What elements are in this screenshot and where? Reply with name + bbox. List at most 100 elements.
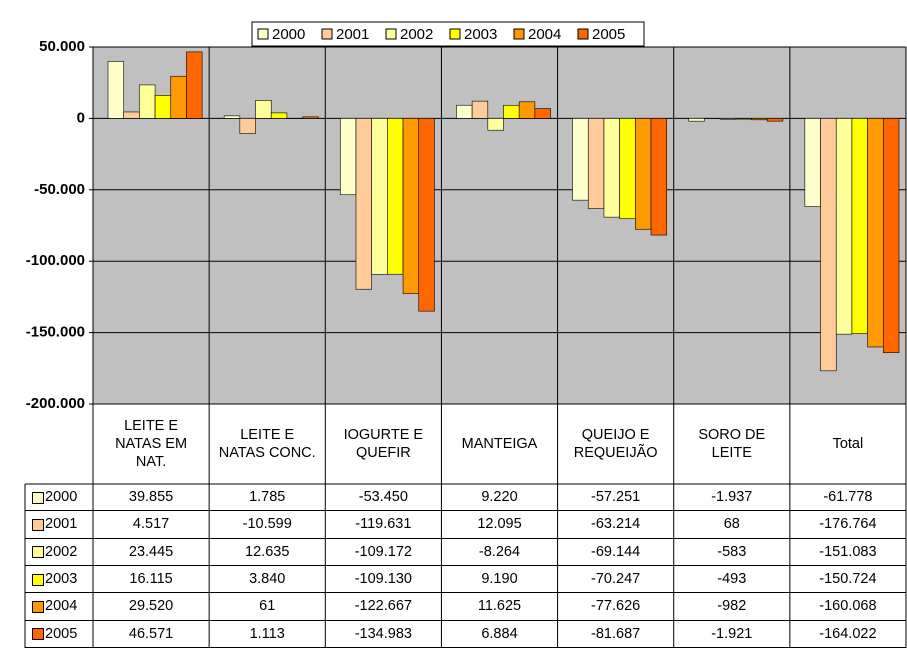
bar [820,118,837,372]
bar [572,118,589,201]
table-value: 39.855 [93,484,210,512]
bar [139,84,156,119]
table-value: -53.450 [325,484,442,512]
table-series-name: 2003 [25,566,93,594]
table-value: 61 [209,593,326,621]
bar [270,112,288,119]
table-value: 46.571 [93,621,210,648]
table-value: 6.884 [441,621,558,648]
table-value: 23.445 [93,539,210,566]
bar [804,118,821,207]
table-value: 12.635 [209,539,326,566]
table-value: -493 [673,566,790,594]
bar [402,118,420,294]
x-tick-label: LEITE E NATAS CONC. [218,427,316,461]
x-tick-label: IOGURTE E QUEFIR [343,427,424,461]
bar [534,108,551,119]
legend-label: 2002 [400,26,433,43]
table-value: -81.687 [557,621,674,648]
bar [518,101,536,119]
table-value: 9.190 [441,566,558,594]
bar [851,118,868,334]
table-series-name: 2005 [25,621,93,648]
legend-label: 2000 [272,26,305,43]
legend-key [257,28,269,40]
x-tick-label: MANTEIGA [461,436,538,452]
legend-label: 2005 [592,26,625,43]
legend-label: 2004 [528,26,561,43]
table-value: 9.220 [441,484,558,512]
table-value: -122.667 [325,593,442,621]
table-value: -150.724 [789,566,906,594]
legend-key [513,28,525,40]
legend-label: 2003 [464,26,497,43]
table-series-name: 2001 [25,511,93,539]
table-series-name: 2002 [25,539,93,566]
table-value: 4.517 [93,511,210,539]
table-value: -70.247 [557,566,674,594]
y-tick-label: 50.000 [39,38,85,55]
y-tick-label: -100.000 [26,252,85,269]
legend-key [32,491,44,504]
bar [766,118,784,122]
table-value: 29.520 [93,593,210,621]
table-value: -583 [673,539,790,566]
bar [603,118,620,218]
table-value: -1.921 [673,621,790,648]
bar [387,118,404,275]
bar [503,104,520,119]
table-value: -57.251 [557,484,674,512]
bar [107,61,124,119]
table-value: -61.778 [789,484,906,512]
table-value: -160.068 [789,593,906,621]
x-tick-label: SORO DE LEITE [698,427,766,461]
table-value: 68 [673,511,790,539]
y-tick-label: 0 [77,109,85,126]
bar [339,118,357,196]
bar [456,104,473,119]
legend-key [32,519,44,531]
table-value: -63.214 [557,511,674,539]
bar [688,118,705,122]
table-series-name: 2000 [25,484,93,512]
bar [239,118,256,134]
bar [751,118,768,121]
plot-area [92,46,907,405]
bar [619,118,636,220]
bar [867,118,884,348]
table-value: 1.785 [209,484,326,512]
bar [835,118,853,335]
x-tick-label: Total [832,436,864,452]
table-value: -164.022 [789,621,906,648]
legend-key [577,28,589,40]
bar [719,118,737,120]
bar [154,95,172,119]
y-tick-label: -50.000 [34,181,85,198]
legend-key [385,28,397,40]
bar [650,118,668,236]
table-value: -8.264 [441,539,558,566]
legend-key [32,628,44,641]
bar [223,115,241,119]
table-value: -69.144 [557,539,674,566]
table-value: -10.599 [209,511,326,539]
x-tick-label: LEITE E NATAS EM NAT. [115,418,188,470]
table-value: -119.631 [325,511,442,539]
table-series-name: 2004 [25,593,93,621]
bar [883,118,900,353]
table-value: 16.115 [93,566,210,594]
bar [170,75,187,119]
bar [635,118,652,230]
table-value: -109.130 [325,566,442,594]
legend-label: 2001 [336,26,369,43]
table-value: 11.625 [441,593,558,621]
table-value: -134.983 [325,621,442,648]
bar [587,118,605,209]
bar [487,118,504,131]
bar [186,51,203,119]
table-value: -151.083 [789,539,906,566]
bar [355,118,372,290]
table-value: 1.113 [209,621,326,648]
bar [123,111,140,119]
